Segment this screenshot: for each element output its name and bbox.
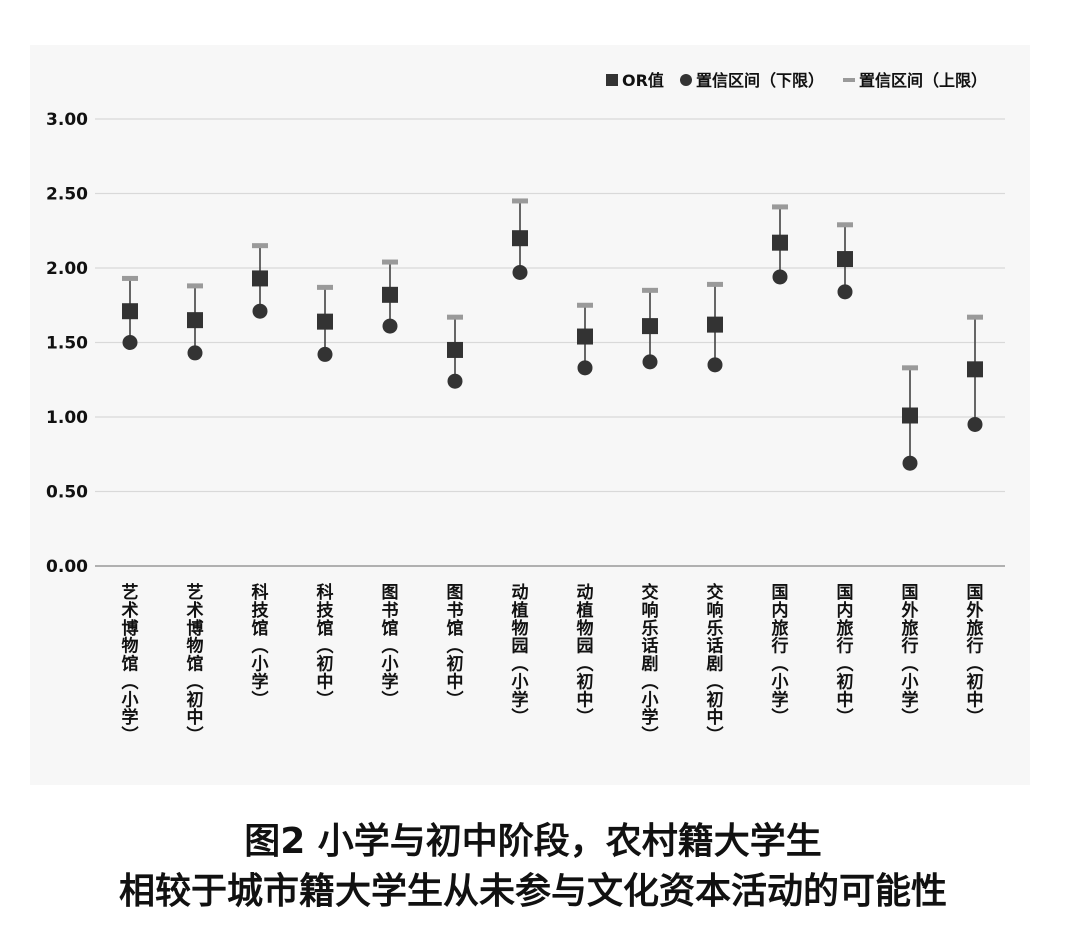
y-tick-label: 1.50 (46, 334, 88, 354)
y-tick-label: 1.00 (46, 408, 88, 428)
x-category-label: 交响乐话剧︵小学︶ (642, 582, 659, 746)
legend-upper-swatch (843, 78, 855, 82)
legend: OR值 置信区间（下限） 置信区间（上限） (606, 71, 987, 90)
ci-lower-marker (967, 416, 983, 432)
or-value-marker (902, 407, 918, 424)
ci-upper-marker (707, 281, 723, 287)
or-value-marker (122, 303, 138, 320)
ci-lower-marker (772, 269, 788, 285)
x-category-label: 图书馆︵小学︶ (382, 583, 399, 710)
ci-lower-marker (252, 303, 268, 319)
ci-upper-marker (252, 243, 268, 249)
x-category-label: 艺术博物馆︵初中︶ (187, 582, 204, 746)
chart: 0.000.501.001.502.002.503.00 艺术博物馆︵小学︶艺术… (46, 71, 1005, 746)
or-value-marker (967, 361, 983, 378)
ci-upper-marker (967, 314, 983, 320)
ci-upper-marker (902, 365, 918, 371)
ci-upper-marker (447, 314, 463, 320)
ci-lower-marker (447, 373, 463, 389)
x-category-label: 动植物园︵初中︶ (577, 583, 594, 728)
y-tick-label: 0.00 (46, 557, 88, 577)
y-tick-label: 0.50 (46, 483, 88, 503)
ci-upper-marker (512, 198, 528, 204)
or-value-marker (707, 316, 723, 333)
ci-upper-marker (577, 302, 593, 308)
y-axis-ticks: 0.00 0.50 1.00 1.50 2.00 2.50 3.00 (46, 110, 88, 577)
ci-upper-marker (837, 222, 853, 228)
or-value-marker (447, 341, 463, 358)
y-tick-label: 3.00 (46, 110, 88, 130)
ci-upper-marker (317, 284, 333, 290)
ci-upper-marker (382, 259, 398, 265)
ci-lower-marker (642, 354, 658, 370)
ci-lower-marker (837, 284, 853, 300)
x-axis-categories: 艺术博物馆︵小学︶ 艺术博物馆︵初中︶ 科技馆︵小学︶ 科技馆︵初中︶ 图书馆︵小学︶ 图… (122, 582, 984, 746)
x-category-label: 艺术博物馆︵小学︶ (122, 582, 139, 746)
or-value-marker (382, 286, 398, 303)
y-tick-label: 2.50 (46, 185, 88, 205)
ci-upper-marker (122, 275, 138, 281)
legend-or-label: OR值 (622, 71, 664, 90)
legend-or-swatch (606, 74, 618, 86)
legend-lower-swatch (680, 74, 692, 86)
or-value-marker (512, 230, 528, 247)
x-category-label: 交响乐话剧︵初中︶ (707, 582, 724, 746)
x-category-label: 国外旅行︵初中︶ (966, 583, 984, 728)
ci-lower-marker (122, 335, 138, 350)
or-value-marker (252, 270, 268, 287)
plot-panel (30, 45, 1030, 785)
ci-upper-marker (187, 283, 203, 289)
figure-caption-line-1: 图2 小学与初中阶段，农村籍大学生 (244, 821, 822, 862)
ci-lower-marker (902, 455, 918, 471)
gridlines (95, 118, 1005, 567)
or-value-marker (317, 313, 333, 330)
error-bars (129, 200, 976, 464)
legend-lower-label: 置信区间（下限） (696, 71, 824, 90)
ci-upper-marker (642, 287, 658, 293)
ci-lower-marker (512, 264, 528, 280)
or-value-marker (772, 234, 788, 251)
ci-upper-marker (772, 204, 788, 210)
x-category-label: 国内旅行︵初中︶ (836, 583, 854, 728)
ci-lower-marker (382, 318, 398, 334)
or-value-marker (837, 251, 853, 268)
legend-upper-label: 置信区间（上限） (859, 71, 987, 90)
ci-lower-marker (707, 357, 723, 373)
ci-lower-marker (577, 360, 593, 376)
ci-lower-marker (317, 346, 333, 362)
y-tick-label: 2.00 (46, 259, 88, 279)
or-value-marker (642, 318, 658, 335)
x-category-label: 国内旅行︵小学︶ (771, 583, 789, 728)
x-category-label: 科技馆︵初中︶ (317, 582, 335, 710)
markers (122, 198, 983, 471)
figure-caption-line-2: 相较于城市籍大学生从未参与文化资本活动的可能性 (118, 871, 947, 912)
x-category-label: 图书馆︵初中︶ (447, 583, 464, 710)
or-value-marker (187, 312, 203, 329)
or-value-marker (577, 328, 593, 345)
x-category-label: 动植物园︵小学︶ (512, 583, 529, 728)
x-category-label: 科技馆︵小学︶ (252, 582, 270, 710)
x-category-label: 国外旅行︵小学︶ (901, 583, 919, 728)
ci-lower-marker (187, 345, 203, 361)
